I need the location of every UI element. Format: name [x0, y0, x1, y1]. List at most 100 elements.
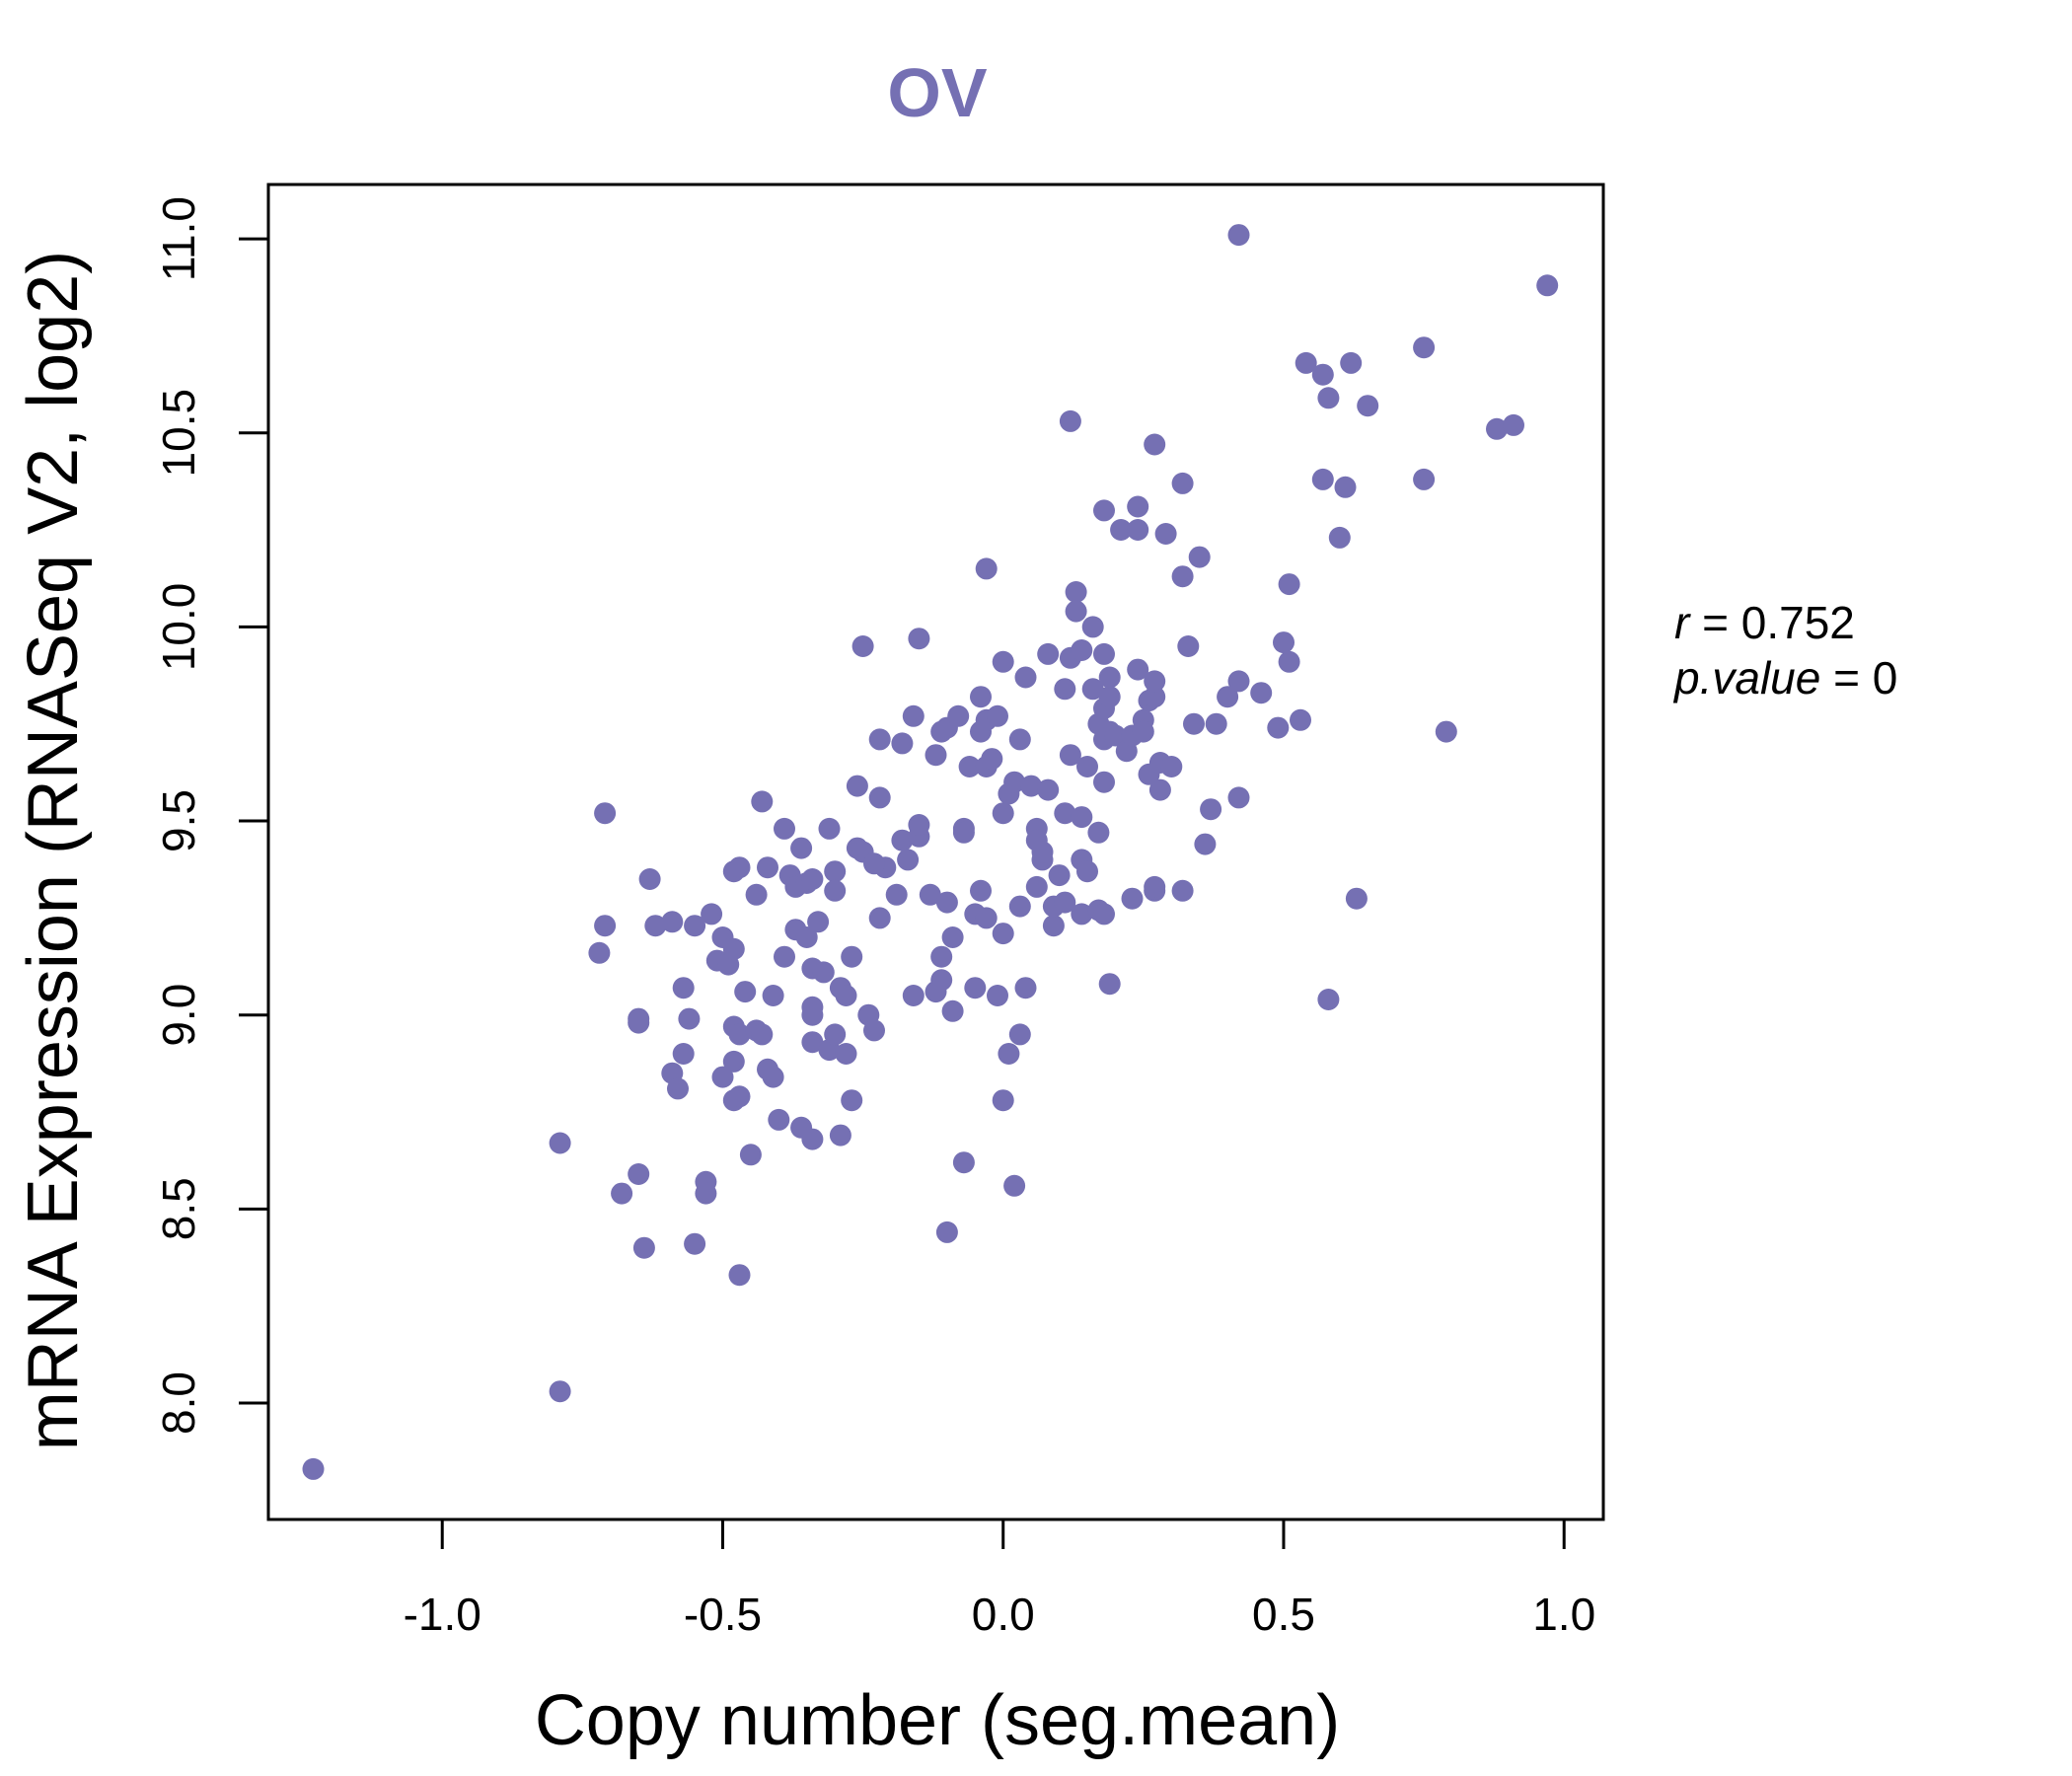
data-point-34	[728, 1264, 751, 1287]
data-point-55	[795, 926, 818, 948]
data-point-214	[1278, 573, 1300, 596]
data-point-205	[1200, 798, 1222, 821]
data-point-94	[902, 985, 925, 1006]
data-point-136	[1025, 875, 1048, 898]
data-point-13	[628, 1011, 650, 1034]
y-axis: 8.0 8.5 9.0 9.5 10.0 10.5 11.0	[153, 196, 270, 1435]
data-point-219	[1317, 387, 1340, 409]
y-tick-label: 10.0	[153, 583, 204, 672]
data-point-64	[835, 985, 857, 1006]
data-point-122	[992, 923, 1014, 945]
y-tick-label: 8.5	[153, 1177, 204, 1240]
data-point-39	[751, 790, 774, 813]
data-point-70	[801, 1031, 824, 1054]
data-point-89	[897, 849, 920, 871]
y-tick-label: 9.0	[153, 984, 204, 1047]
data-point-168	[1098, 686, 1121, 708]
data-point-184	[1127, 658, 1149, 681]
data-point-203	[1188, 546, 1211, 568]
data-point-45	[762, 1066, 784, 1088]
data-point-150	[1054, 678, 1076, 701]
data-point-14	[672, 977, 695, 999]
data-point-109	[958, 756, 981, 777]
data-point-171	[1104, 724, 1127, 747]
y-tick-label: 11.0	[153, 196, 204, 281]
data-point-40	[757, 856, 778, 879]
data-point-116	[992, 650, 1014, 673]
data-point-103	[941, 926, 964, 948]
data-point-124	[935, 1221, 958, 1243]
data-point-141	[992, 1089, 1014, 1112]
data-point-121	[987, 985, 1008, 1006]
data-point-149	[1054, 891, 1076, 914]
data-point-192	[1148, 778, 1171, 801]
data-point-6	[594, 802, 617, 825]
data-point-90	[902, 704, 925, 727]
data-point-144	[1037, 778, 1060, 801]
data-point-190	[1144, 670, 1166, 693]
data-point-213	[1273, 631, 1295, 654]
data-point-95	[908, 628, 930, 650]
data-point-41	[734, 981, 757, 1003]
data-point-76	[801, 1128, 824, 1150]
data-point-208	[1227, 224, 1250, 247]
data-point-128	[1003, 771, 1026, 793]
data-point-20	[701, 903, 723, 925]
data-point-79	[846, 775, 868, 797]
data-point-48	[774, 945, 795, 968]
data-point-62	[824, 879, 847, 902]
data-point-175	[1098, 973, 1121, 996]
data-point-43	[751, 1023, 774, 1046]
data-point-100	[935, 891, 958, 914]
data-point-199	[1171, 565, 1194, 588]
data-point-224	[1345, 887, 1368, 910]
data-point-193	[1154, 523, 1177, 545]
data-point-115	[987, 704, 1008, 727]
data-point-216	[1290, 708, 1311, 731]
data-point-131	[1020, 775, 1043, 797]
x-tick-label: 1.0	[1532, 1589, 1595, 1640]
data-point-92	[908, 814, 930, 836]
data-point-231	[1503, 413, 1524, 436]
data-point-154	[1065, 600, 1087, 623]
data-point-9	[638, 868, 661, 890]
data-point-177	[1093, 499, 1115, 522]
data-point-202	[1183, 712, 1205, 735]
r-stat: r = 0.752	[1674, 597, 1855, 648]
x-axis: -1.0 -0.5 0.0 0.5 1.0	[404, 1517, 1595, 1640]
data-point-106	[947, 704, 970, 727]
data-point-226	[1357, 395, 1379, 417]
data-point-182	[1127, 495, 1149, 518]
r-value: 0.752	[1741, 597, 1855, 648]
data-point-28	[711, 1066, 734, 1088]
data-point-232	[1536, 274, 1559, 297]
data-point-58	[807, 911, 830, 933]
data-point-161	[1081, 616, 1104, 638]
data-point-142	[1003, 1174, 1026, 1197]
data-point-80	[868, 728, 891, 751]
data-point-183	[1127, 519, 1149, 541]
data-point-53	[790, 837, 813, 859]
data-point-110	[970, 686, 992, 708]
data-point-210	[1227, 786, 1250, 809]
data-point-38	[745, 883, 768, 906]
plot-frame	[266, 183, 1605, 1521]
data-point-74	[841, 1089, 863, 1112]
chart-title: OV	[887, 54, 987, 131]
data-point-72	[824, 1023, 847, 1046]
y-tick-label: 9.5	[153, 789, 204, 852]
data-point-77	[829, 1124, 851, 1147]
data-point-215	[1278, 650, 1300, 673]
data-point-181	[1121, 887, 1144, 910]
data-point-81	[868, 786, 891, 809]
data-point-4	[628, 1163, 650, 1185]
data-point-15	[672, 1043, 695, 1065]
data-point-65	[841, 945, 863, 968]
x-tick-label: -1.0	[404, 1589, 481, 1640]
data-point-59	[812, 961, 835, 984]
data-point-198	[1171, 472, 1194, 494]
data-point-200	[1177, 635, 1200, 657]
data-point-61	[824, 860, 847, 883]
data-point-223	[1340, 351, 1363, 374]
data-point-139	[1008, 1023, 1031, 1046]
